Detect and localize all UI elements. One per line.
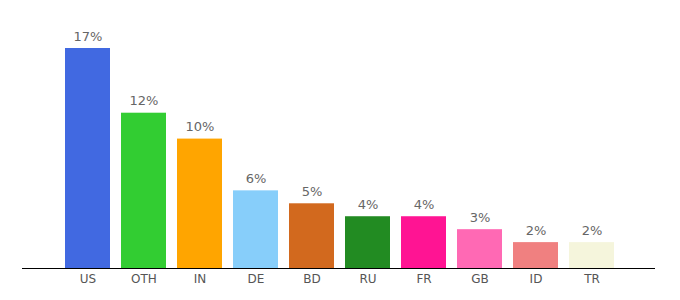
svg-text:IN: IN bbox=[194, 272, 207, 286]
svg-text:US: US bbox=[80, 272, 96, 286]
svg-text:4%: 4% bbox=[358, 197, 379, 212]
svg-text:GB: GB bbox=[471, 272, 489, 286]
svg-text:5%: 5% bbox=[302, 184, 323, 199]
svg-text:TR: TR bbox=[583, 272, 600, 286]
svg-text:OTH: OTH bbox=[131, 272, 157, 286]
svg-text:4%: 4% bbox=[414, 197, 435, 212]
svg-text:3%: 3% bbox=[470, 210, 491, 225]
svg-text:12%: 12% bbox=[130, 93, 159, 108]
svg-text:RU: RU bbox=[359, 272, 376, 286]
svg-text:6%: 6% bbox=[246, 171, 267, 186]
svg-text:10%: 10% bbox=[186, 119, 215, 134]
svg-text:2%: 2% bbox=[582, 223, 603, 238]
svg-text:17%: 17% bbox=[74, 29, 103, 44]
svg-text:2%: 2% bbox=[526, 223, 547, 238]
svg-text:BD: BD bbox=[303, 272, 320, 286]
svg-text:DE: DE bbox=[248, 272, 265, 286]
svg-text:FR: FR bbox=[416, 272, 431, 286]
svg-text:ID: ID bbox=[530, 272, 543, 286]
